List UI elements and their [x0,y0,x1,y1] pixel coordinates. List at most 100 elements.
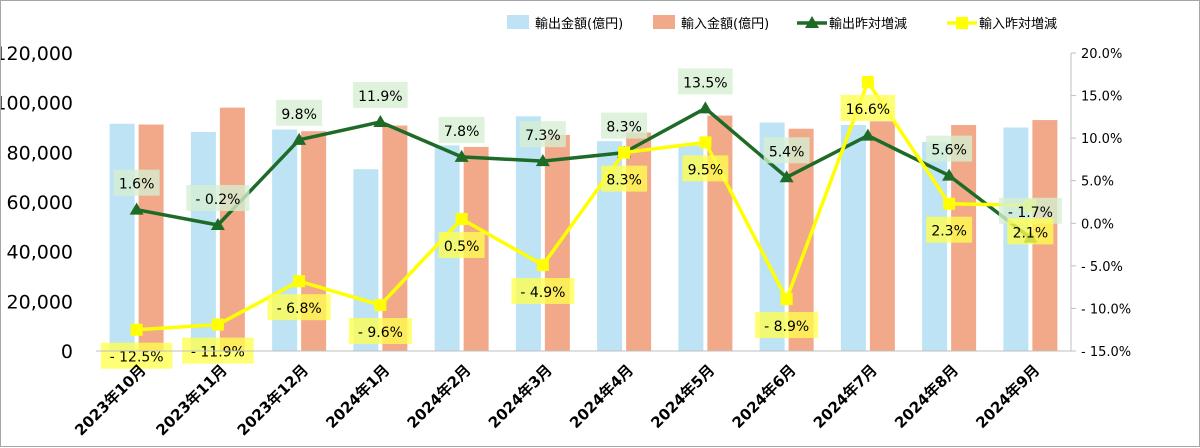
left-tick-label: 100,000 [1,93,73,115]
export-yoy-label: 1.6% [119,177,155,193]
export-yoy-label-bg [186,184,250,211]
export-bar [109,123,135,352]
export-yoy-label-bg [438,116,485,143]
export-yoy-line [136,106,1032,240]
import-yoy-line [136,80,1031,332]
x-tick-label: 2023年12月 [234,361,312,439]
export-yoy-marker [942,168,957,181]
legend-swatch-marker [805,16,819,28]
right-tick-label: - 15.0% [1081,345,1131,360]
export-yoy-marker [292,132,307,145]
export-yoy-label-bg [601,112,648,139]
export-yoy-marker [779,170,794,183]
import-yoy-label-bg [267,294,331,321]
right-tick-label: 0.0% [1081,217,1114,232]
x-tick-label: 2024年3月 [485,361,556,432]
x-tick-label: 2024年1月 [322,361,393,432]
export-yoy-label: 7.8% [444,124,480,140]
legend-swatch-marker [956,17,968,29]
export-yoy-label: - 1.7% [1008,205,1053,221]
export-yoy-label: 13.5% [683,75,727,91]
export-yoy-marker [454,149,469,162]
import-yoy-label: 9.5% [688,162,724,178]
import-yoy-label: 0.5% [444,239,480,255]
export-bar [922,141,948,351]
right-tick-label: 15.0% [1081,90,1122,105]
import-yoy-label: - 11.9% [191,345,245,361]
data-labels: 1.6% - 0.2% 9.8% 11.9% 7.8% 7.3% 8.3% 13.5% 5.4%… [100,68,1062,369]
import-bar [626,132,652,351]
legend-label: 輸入昨対増減 [979,16,1057,32]
import-yoy-label: 16.6% [846,102,890,118]
import-yoy-marker [699,136,712,149]
lines [129,75,1038,336]
legend-swatch [653,15,675,29]
export-yoy-marker [860,128,875,141]
import-yoy-label: 8.3% [606,173,642,189]
import-yoy-marker [618,146,631,159]
export-yoy-marker [698,101,713,114]
x-tick-label: 2024年9月 [972,361,1043,432]
left-tick-label: 60,000 [7,192,73,214]
export-yoy-label: 11.9% [358,89,402,105]
legend-label: 輸出昨対増減 [829,16,907,32]
x-tick-label: 2024年5月 [647,361,718,432]
import-bar [138,124,164,352]
import-yoy-label-bg [755,312,819,339]
import-yoy-marker [861,75,874,88]
right-tick-label: 10.0% [1081,132,1122,147]
import-yoy-label-bg [601,165,648,192]
import-yoy-label-bg [840,94,896,121]
export-yoy-label-bg [926,135,973,162]
import-yoy-label-bg [1007,218,1054,245]
export-bar [515,116,541,351]
import-yoy-label: 2.1% [1013,225,1049,241]
export-yoy-marker [129,202,144,215]
import-yoy-marker [374,299,387,312]
bars [109,107,1058,352]
import-yoy-label-bg [682,155,729,182]
x-tick-label: 2023年10月 [71,361,149,439]
right-tick-label: 5.0% [1081,175,1114,190]
legend: 輸出金額(億円) 輸入金額(億円) 輸出昨対増減 輸入昨対増減 [507,15,1057,32]
import-yoy-label: - 8.9% [764,319,809,335]
import-yoy-marker [536,259,549,272]
import-yoy-marker [943,197,956,210]
import-yoy-label-bg [100,342,173,369]
export-bar [840,125,866,352]
left-axis: 0 20,000 40,000 60,000 80,000 100,000 120,000 [1,43,73,363]
import-bar [382,125,408,351]
left-tick-label: 0 [61,341,73,363]
import-yoy-label-bg [511,278,575,305]
export-yoy-label-bg [353,81,408,108]
right-tick-label: 20.0% [1081,47,1122,62]
export-yoy-marker [210,217,225,230]
left-tick-label: 40,000 [7,242,73,264]
export-yoy-label: 7.3% [525,128,561,144]
export-yoy-label: 8.3% [606,120,642,136]
export-yoy-label-bg [519,121,566,148]
export-bar [190,131,216,351]
x-tick-label: 2024年6月 [729,361,800,432]
x-axis: 2023年10月 2023年11月 2023年12月 2024年1月 2024年2月 20… [71,350,1071,439]
import-yoy-label: - 4.9% [520,285,565,301]
import-yoy-label: - 9.6% [358,325,403,341]
import-yoy-label: - 6.8% [277,301,322,317]
export-yoy-label-bg [678,68,733,95]
export-yoy-label-bg [113,169,160,196]
export-yoy-marker [373,114,388,127]
right-axis: - 15.0% - 10.0% - 5.0% 0.0% 5.0% 10.0% 15.0% 20… [1070,47,1131,360]
x-tick-label: 2024年7月 [810,361,881,432]
export-yoy-label-bg [763,137,810,164]
left-tick-label: 80,000 [7,142,73,164]
right-tick-label: - 5.0% [1081,260,1123,275]
import-yoy-label: - 12.5% [110,350,164,366]
export-yoy-label-bg [276,99,323,126]
import-yoy-marker [780,293,793,306]
import-yoy-marker [130,323,143,336]
import-yoy-label-bg [926,216,973,243]
import-yoy-marker [211,318,224,331]
import-yoy-marker [293,275,306,288]
